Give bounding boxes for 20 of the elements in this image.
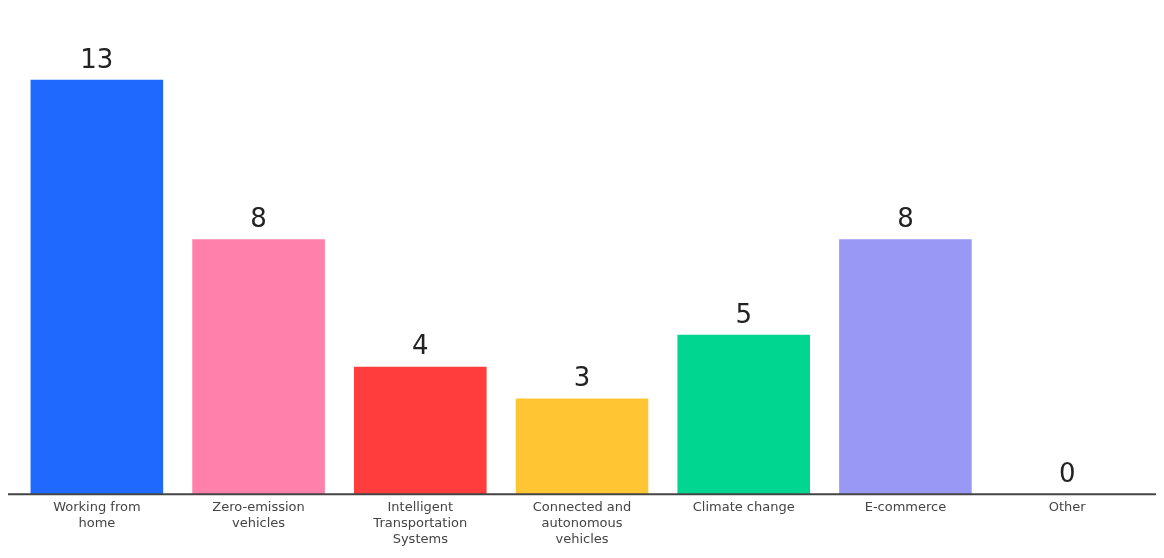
bar <box>192 239 325 495</box>
data-label: 8 <box>897 202 914 233</box>
data-label: 13 <box>80 43 114 74</box>
data-label: 3 <box>573 362 591 393</box>
bar <box>353 366 487 495</box>
bar <box>30 79 164 495</box>
x-tick-label: Other <box>1048 499 1087 515</box>
x-tick-label: Zero-emission vehicles <box>212 499 305 530</box>
data-label: 0 <box>1058 457 1076 488</box>
data-label: 8 <box>250 202 267 233</box>
data-label: 5 <box>735 298 752 329</box>
bar <box>839 239 972 495</box>
bar <box>515 398 649 495</box>
data-label: 4 <box>412 330 429 361</box>
x-tick-label: Climate change <box>692 499 795 515</box>
x-tick-label: Intelligent Transportation Systems <box>372 499 468 546</box>
x-tick-label: Working from home <box>53 499 141 530</box>
x-tick-label: Connected and autonomous vehicles <box>532 499 632 546</box>
x-tick-label: E-commerce <box>864 499 947 515</box>
bar <box>677 334 811 495</box>
